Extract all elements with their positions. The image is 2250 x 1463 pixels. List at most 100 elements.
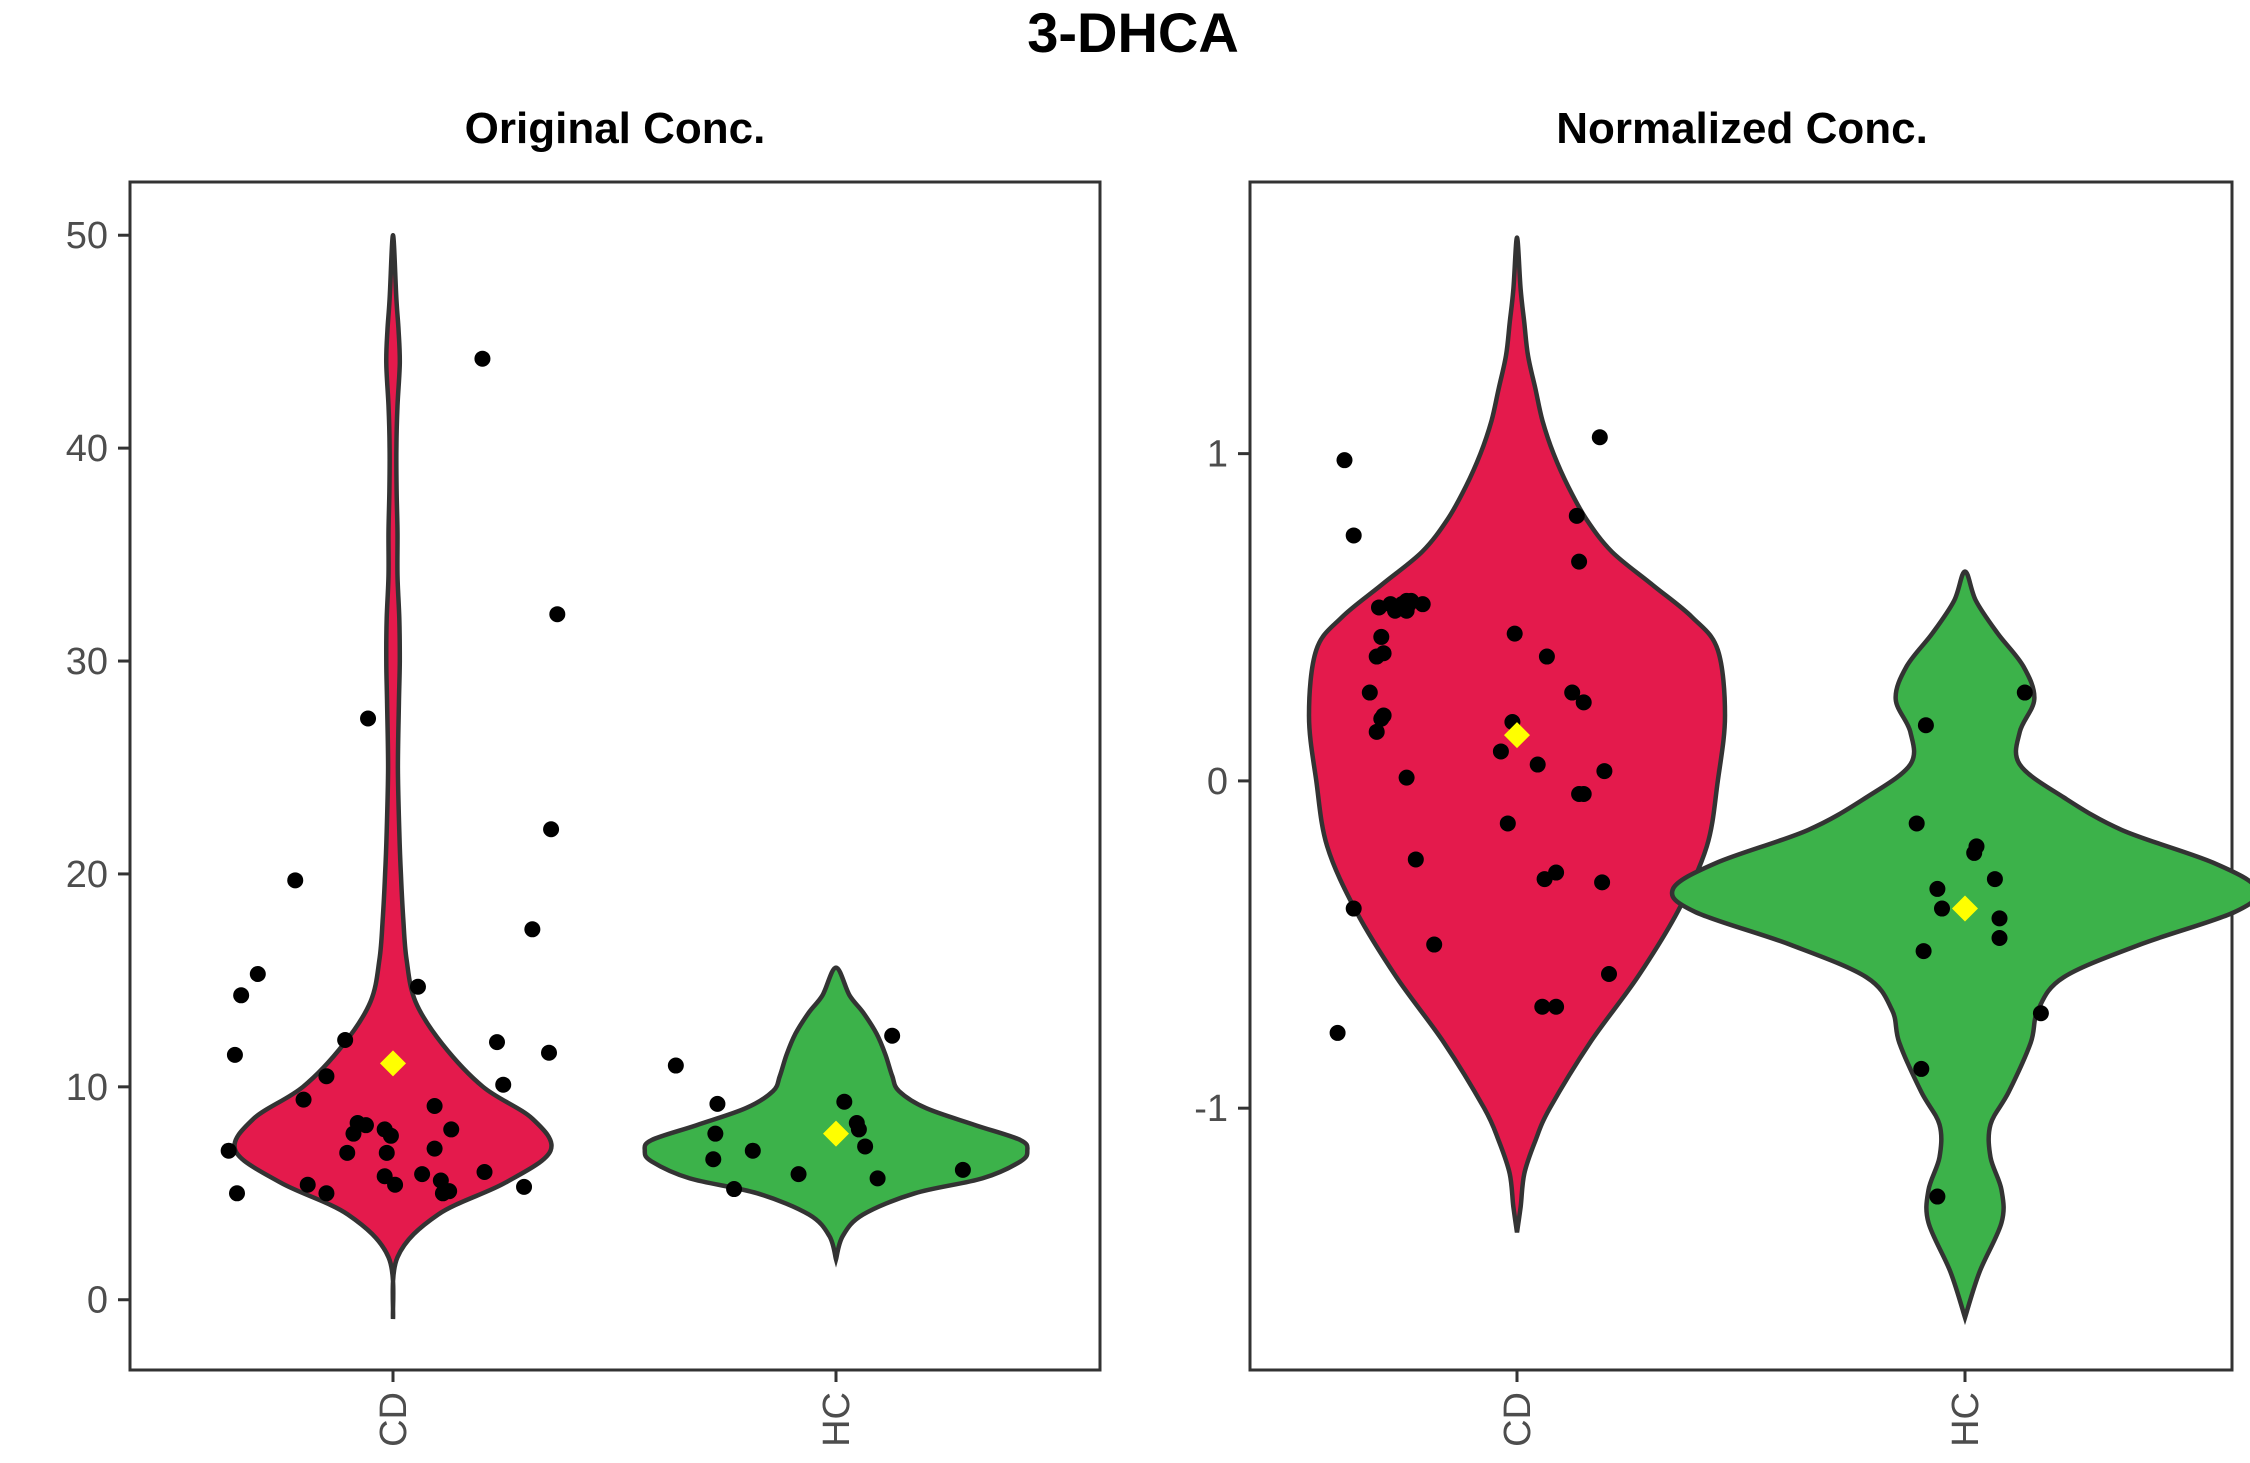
data-point-cd	[1529, 756, 1546, 773]
data-point-cd	[524, 921, 541, 938]
data-point-cd	[295, 1091, 312, 1108]
data-point-cd	[1426, 936, 1443, 953]
data-point-hc	[1968, 838, 1985, 855]
y-tick-label: 0	[87, 1280, 108, 1322]
data-point-hc	[709, 1095, 726, 1112]
data-point-hc	[884, 1027, 901, 1044]
y-tick-label: 10	[66, 1067, 108, 1109]
y-tick-label: -1	[1194, 1088, 1228, 1130]
data-point-cd	[541, 1044, 557, 1061]
data-point-cd	[1492, 743, 1509, 760]
data-point-cd	[226, 1046, 243, 1063]
data-point-cd	[474, 350, 491, 367]
data-point-cd	[1373, 628, 1390, 645]
data-point-cd	[339, 1144, 356, 1161]
data-point-cd	[443, 1121, 460, 1138]
data-point-cd	[1575, 694, 1592, 711]
data-point-cd	[1361, 684, 1378, 701]
panel-original-conc: Original Conc. 0 10 20 30 40 50 CD HC	[66, 104, 1102, 1447]
data-point-cd	[1594, 874, 1611, 891]
data-point-cd	[1548, 864, 1565, 881]
data-point-cd	[441, 1183, 458, 1200]
data-point-cd	[1375, 707, 1392, 724]
data-point-hc	[1986, 871, 2003, 888]
data-point-hc	[869, 1170, 886, 1187]
data-point-hc	[726, 1181, 743, 1198]
data-point-hc	[836, 1093, 853, 1110]
data-point-cd	[1345, 900, 1362, 917]
data-point-hc	[954, 1161, 971, 1178]
y-tick-label: 50	[66, 215, 108, 257]
data-point-cd	[426, 1098, 443, 1114]
data-point-cd	[476, 1164, 493, 1180]
data-point-cd	[1387, 602, 1404, 619]
data-point-hc	[2016, 684, 2033, 701]
data-point-cd	[1596, 763, 1613, 780]
data-point-hc	[850, 1121, 867, 1138]
data-point-cd	[1336, 452, 1353, 469]
data-point-cd	[299, 1176, 316, 1193]
x-tick-label-hc: HC	[816, 1392, 858, 1447]
x-tick-label-cd: CD	[1497, 1392, 1539, 1447]
data-point-cd	[1371, 599, 1387, 616]
mean-marker-cd	[1504, 722, 1530, 749]
y-tick-label: 1	[1207, 434, 1228, 476]
y-tick-label: 0	[1207, 761, 1228, 803]
data-point-cd	[318, 1185, 335, 1202]
data-point-cd	[426, 1140, 443, 1157]
data-point-hc	[744, 1142, 761, 1159]
data-point-cd	[1345, 527, 1362, 544]
plot-frame	[128, 180, 1102, 1372]
data-point-cd	[1329, 1024, 1346, 1041]
data-point-cd	[1575, 786, 1592, 802]
data-point-cd	[357, 1117, 374, 1134]
panel-title-original: Original Conc.	[465, 104, 766, 153]
panel-normalized-conc: Normalized Conc. -1 0 1 CD HC	[1194, 104, 2250, 1447]
data-point-hc	[1917, 717, 1934, 734]
data-point-cd	[337, 1032, 354, 1048]
data-point-cd	[287, 872, 304, 889]
data-point-hc	[1934, 900, 1950, 917]
y-tick-label: 30	[66, 641, 108, 683]
data-point-hc	[1929, 1188, 1946, 1205]
data-point-cd	[318, 1068, 335, 1085]
violin-hc	[1669, 569, 2250, 1326]
data-point-cd	[220, 1142, 237, 1159]
data-point-cd	[1564, 684, 1581, 701]
data-point-hc	[1913, 1060, 1930, 1077]
data-point-cd	[1414, 596, 1431, 613]
data-point-cd	[1398, 769, 1415, 786]
data-point-cd	[1375, 645, 1392, 662]
data-point-cd	[1499, 815, 1516, 832]
data-point-cd	[387, 1176, 404, 1193]
data-point-hc	[2032, 1005, 2049, 1022]
data-point-cd	[1548, 998, 1565, 1015]
data-point-cd	[249, 966, 266, 982]
data-point-hc	[857, 1138, 874, 1155]
data-point-hc	[667, 1057, 684, 1074]
data-point-cd	[360, 710, 377, 727]
data-point-cd	[1571, 553, 1588, 570]
data-point-cd	[543, 821, 560, 838]
data-point-hc	[1929, 880, 1946, 897]
data-point-cd	[233, 987, 250, 1004]
x-tick-label-hc: HC	[1945, 1392, 1987, 1447]
data-point-cd	[1534, 998, 1551, 1015]
data-point-hc	[1915, 943, 1932, 960]
data-point-cd	[1538, 648, 1555, 665]
data-point-hc	[707, 1125, 724, 1142]
data-point-cd	[414, 1166, 431, 1183]
data-point-hc	[1991, 910, 2008, 927]
mean-marker-hc	[1952, 895, 1978, 922]
plot-frame	[1248, 180, 2234, 1372]
data-point-hc	[1991, 930, 2008, 946]
data-point-cd	[229, 1185, 245, 1202]
plot-area-original: 0 10 20 30 40 50 CD HC	[66, 180, 1102, 1447]
data-point-cd	[516, 1178, 533, 1195]
data-point-cd	[378, 1144, 395, 1161]
data-point-cd	[1601, 966, 1617, 982]
data-point-cd	[495, 1076, 512, 1093]
data-point-cd	[382, 1127, 399, 1144]
data-point-cd	[1568, 507, 1585, 524]
